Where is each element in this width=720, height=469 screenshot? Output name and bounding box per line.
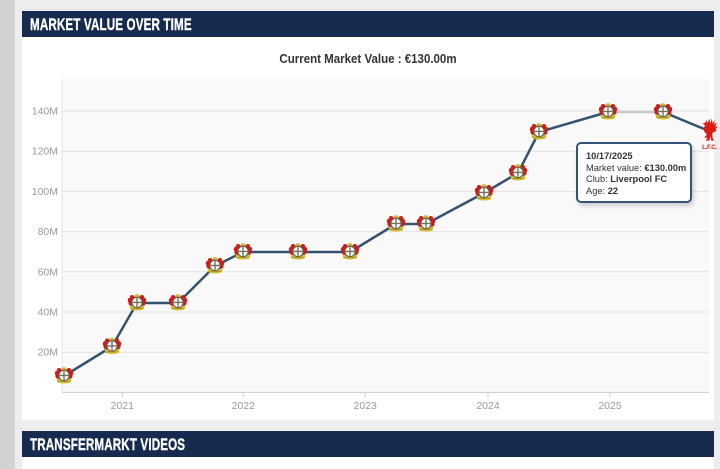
svg-text:2025: 2025 (598, 400, 622, 412)
svg-text:120M: 120M (32, 146, 58, 158)
svg-text:2022: 2022 (232, 400, 256, 412)
svg-text:20M: 20M (38, 347, 58, 359)
svg-text:60M: 60M (38, 266, 58, 278)
svg-text:L.F.C.: L.F.C. (702, 144, 717, 151)
svg-text:100M: 100M (32, 186, 58, 198)
svg-text:2024: 2024 (476, 400, 500, 412)
svg-text:2023: 2023 (354, 400, 378, 412)
svg-text:40M: 40M (38, 307, 58, 319)
svg-text:140M: 140M (32, 106, 58, 118)
svg-text:80M: 80M (38, 226, 58, 238)
svg-text:2021: 2021 (111, 400, 135, 412)
